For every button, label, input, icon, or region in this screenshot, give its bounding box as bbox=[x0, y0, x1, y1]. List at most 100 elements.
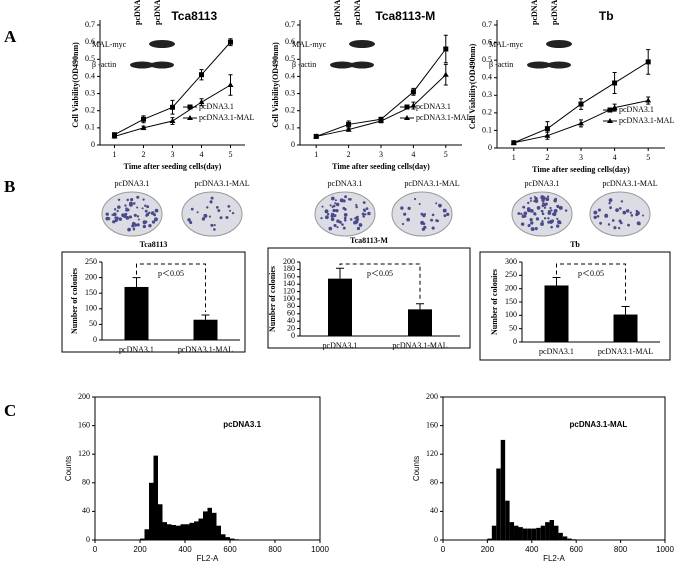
error-bar bbox=[621, 306, 630, 315]
colony bbox=[536, 206, 541, 210]
x-tick-label: pcDNA3.1-MAL bbox=[392, 341, 447, 350]
colony bbox=[529, 199, 532, 202]
histogram-bar bbox=[153, 455, 158, 540]
x-tick-label: pcDNA3.1 bbox=[119, 345, 154, 354]
colony bbox=[334, 202, 337, 205]
x-tick-label: 0 bbox=[441, 545, 446, 554]
histogram-bar bbox=[571, 539, 577, 540]
colony bbox=[117, 198, 121, 202]
marker bbox=[228, 39, 233, 45]
colony bbox=[618, 219, 622, 223]
colony bbox=[435, 202, 438, 205]
colony bbox=[144, 220, 148, 224]
y-tick-label: 80 bbox=[82, 478, 90, 487]
y-tick-label: 100 bbox=[505, 310, 517, 319]
colony bbox=[534, 213, 537, 216]
x-axis-label: FL2-A bbox=[197, 554, 219, 563]
y-axis-label: Number of colonies bbox=[490, 269, 499, 335]
colony bbox=[556, 204, 560, 208]
marker bbox=[111, 133, 118, 139]
colony bbox=[535, 217, 540, 221]
p-value: p＜0.05 bbox=[578, 269, 604, 278]
colony bbox=[201, 217, 206, 221]
histogram-bar bbox=[194, 521, 199, 540]
colony bbox=[407, 206, 411, 210]
colony bbox=[362, 215, 366, 218]
colony bbox=[436, 219, 439, 222]
y-tick-label: 0.5 bbox=[285, 54, 295, 63]
panel-label: B bbox=[4, 177, 15, 196]
histogram-bar bbox=[536, 527, 541, 540]
marker bbox=[227, 82, 234, 87]
colony bbox=[343, 216, 347, 220]
colony bbox=[430, 218, 434, 222]
colony bbox=[330, 217, 335, 222]
histogram-bar bbox=[567, 538, 572, 540]
colony bbox=[132, 202, 136, 205]
y-tick-label: 0.1 bbox=[85, 123, 95, 132]
colony bbox=[635, 213, 639, 217]
histogram-bar bbox=[144, 529, 149, 540]
y-tick-label: 0.4 bbox=[285, 71, 295, 80]
x-tick-label: 400 bbox=[178, 545, 192, 554]
y-tick-label: 40 bbox=[82, 506, 90, 515]
colony bbox=[113, 208, 117, 211]
colony bbox=[343, 213, 348, 217]
colony bbox=[541, 212, 545, 216]
colony bbox=[347, 198, 351, 201]
y-tick-label: 120 bbox=[426, 449, 438, 458]
x-tick-label: 200 bbox=[133, 545, 147, 554]
colony bbox=[118, 217, 123, 221]
colony bbox=[146, 205, 150, 209]
colony bbox=[542, 202, 545, 205]
colony bbox=[231, 211, 235, 215]
colony bbox=[330, 196, 335, 201]
legend-label: pcDNA3.1 bbox=[619, 105, 654, 114]
colony bbox=[332, 208, 336, 213]
blot-band bbox=[150, 61, 174, 69]
legend-label: pcDNA3.1 bbox=[416, 102, 451, 111]
colony bbox=[423, 225, 427, 230]
colony bbox=[545, 197, 550, 202]
panel-label: A bbox=[4, 27, 17, 46]
blot-band bbox=[149, 40, 175, 48]
y-tick-label: 60 bbox=[287, 309, 295, 318]
histogram-bar bbox=[234, 539, 239, 540]
x-tick-label: 2 bbox=[347, 150, 351, 159]
histogram-bar bbox=[176, 525, 181, 540]
colony bbox=[406, 217, 410, 222]
y-tick-label: 0.2 bbox=[285, 106, 295, 115]
histogram-bar bbox=[554, 525, 559, 540]
y-tick-label: 150 bbox=[505, 297, 517, 306]
marker bbox=[141, 116, 146, 122]
colony bbox=[328, 226, 333, 231]
histogram-bar bbox=[171, 524, 176, 540]
colony bbox=[593, 210, 598, 215]
legend-marker bbox=[404, 115, 410, 120]
colony bbox=[142, 224, 147, 229]
x-tick-label: 600 bbox=[570, 545, 584, 554]
colony bbox=[529, 209, 534, 213]
y-tick-label: 300 bbox=[505, 257, 517, 266]
y-tick-label: 160 bbox=[283, 272, 295, 281]
colony bbox=[362, 201, 366, 204]
colony bbox=[213, 224, 216, 227]
colony bbox=[530, 227, 535, 232]
x-axis-label: Time after seeding cells(day) bbox=[332, 162, 430, 171]
x-tick-label: 5 bbox=[444, 150, 448, 159]
colony bbox=[367, 211, 371, 216]
histogram-bar bbox=[500, 439, 506, 540]
colony bbox=[638, 222, 641, 226]
marker bbox=[198, 99, 205, 105]
blot-band bbox=[547, 61, 571, 69]
colony bbox=[344, 195, 348, 199]
histogram-bar bbox=[207, 507, 212, 540]
colony bbox=[206, 206, 209, 209]
marker bbox=[169, 118, 176, 123]
y-tick-label: 100 bbox=[283, 294, 295, 303]
significance-bracket bbox=[556, 263, 626, 304]
histogram-bar bbox=[189, 522, 194, 540]
y-tick-label: 50 bbox=[89, 319, 97, 328]
colony bbox=[128, 215, 133, 219]
y-tick-label: 80 bbox=[287, 301, 295, 310]
